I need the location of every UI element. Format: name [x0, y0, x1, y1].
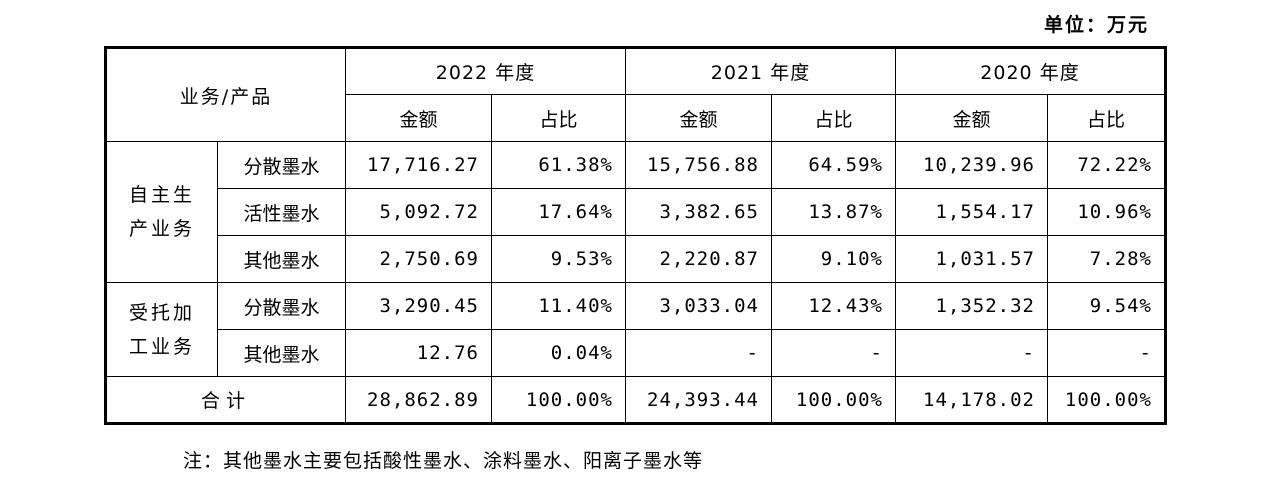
header-ratio: 占比 [771, 94, 896, 142]
amount-cell: 3,290.45 [345, 282, 492, 330]
header-year-2020: 2020 年度 [895, 47, 1166, 95]
amount-cell: 2,220.87 [625, 235, 772, 283]
amount-cell: 3,033.04 [625, 282, 772, 330]
group-label-line: 受托加 [128, 301, 195, 324]
ratio-cell: 9.54% [1047, 282, 1166, 330]
ratio-cell: 7.28% [1047, 235, 1166, 283]
header-amount: 金额 [345, 94, 492, 142]
amount-cell: - [895, 329, 1048, 377]
total-amount-cell: 28,862.89 [345, 376, 492, 424]
ratio-cell: 13.87% [771, 188, 896, 236]
group-label-line: 自主生 [128, 184, 195, 206]
amount-cell: - [625, 329, 772, 377]
amount-cell: 1,031.57 [895, 235, 1048, 283]
header-year-2022: 2022 年度 [345, 47, 626, 95]
product-name: 活性墨水 [217, 188, 346, 236]
total-amount-cell: 24,393.44 [625, 376, 772, 424]
ratio-cell: 72.22% [1047, 141, 1166, 189]
ratio-cell: 17.64% [491, 188, 626, 236]
amount-cell: 5,092.72 [345, 188, 492, 236]
header-ratio: 占比 [1047, 94, 1166, 142]
header-row-years: 业务/产品 2022 年度 2021 年度 2020 年度 [105, 47, 1166, 142]
ratio-cell: 10.96% [1047, 188, 1166, 236]
table-row: 其他墨水 12.76 0.04% - - - - [106, 329, 1166, 377]
ratio-cell: 9.53% [491, 235, 626, 283]
total-amount-cell: 14,178.02 [895, 376, 1048, 424]
product-name: 其他墨水 [217, 235, 346, 283]
total-ratio-cell: 100.00% [1047, 376, 1166, 424]
business-revenue-table: 业务/产品 2022 年度 2021 年度 2020 年度 金额 占比 金额 占… [104, 46, 1167, 425]
footnote: 注：其他墨水主要包括酸性墨水、涂料墨水、阳离子墨水等 [183, 450, 704, 472]
ratio-cell: 0.04% [491, 329, 626, 377]
product-name: 分散墨水 [217, 141, 346, 189]
header-year-2021: 2021 年度 [625, 47, 896, 95]
header-category: 业务/产品 [105, 47, 346, 142]
ratio-cell: 61.38% [491, 141, 626, 189]
amount-cell: 15,756.88 [625, 141, 772, 189]
ratio-cell: - [1047, 329, 1166, 377]
table-row: 受托加 工业务 分散墨水 3,290.45 11.40% 3,033.04 12… [105, 282, 1166, 377]
total-ratio-cell: 100.00% [771, 376, 896, 424]
amount-cell: 17,716.27 [345, 141, 492, 189]
amount-cell: 2,750.69 [345, 235, 492, 283]
group-label: 受托加 工业务 [105, 282, 218, 377]
header-amount: 金额 [625, 94, 772, 142]
table-row: 活性墨水 5,092.72 17.64% 3,382.65 13.87% 1,5… [106, 188, 1166, 236]
amount-cell: 1,352.32 [895, 282, 1048, 330]
header-row-columns: 金额 占比 金额 占比 金额 占比 [106, 94, 1166, 142]
amount-cell: 10,239.96 [895, 141, 1048, 189]
ratio-cell: 64.59% [771, 141, 896, 189]
header-amount: 金额 [895, 94, 1048, 142]
ratio-cell: 12.43% [771, 282, 896, 330]
ratio-cell: - [771, 329, 896, 377]
total-label: 合计 [105, 376, 346, 424]
group-label: 自主生 产业务 [105, 141, 218, 283]
product-name: 分散墨水 [217, 282, 346, 330]
unit-label: 单位：万元 [1043, 14, 1149, 36]
amount-cell: 12.76 [345, 329, 492, 377]
amount-cell: 3,382.65 [625, 188, 772, 236]
header-ratio: 占比 [491, 94, 626, 142]
table-row: 其他墨水 2,750.69 9.53% 2,220.87 9.10% 1,031… [106, 235, 1166, 283]
ratio-cell: 11.40% [491, 282, 626, 330]
ratio-cell: 9.10% [771, 235, 896, 283]
group-label-line: 工业务 [128, 335, 195, 358]
total-row: 合计 28,862.89 100.00% 24,393.44 100.00% 1… [105, 376, 1166, 424]
total-ratio-cell: 100.00% [491, 376, 626, 424]
table-row: 自主生 产业务 分散墨水 17,716.27 61.38% 15,756.88 … [105, 141, 1166, 283]
product-name: 其他墨水 [217, 329, 346, 377]
amount-cell: 1,554.17 [895, 188, 1048, 236]
group-label-line: 产业务 [128, 218, 195, 240]
